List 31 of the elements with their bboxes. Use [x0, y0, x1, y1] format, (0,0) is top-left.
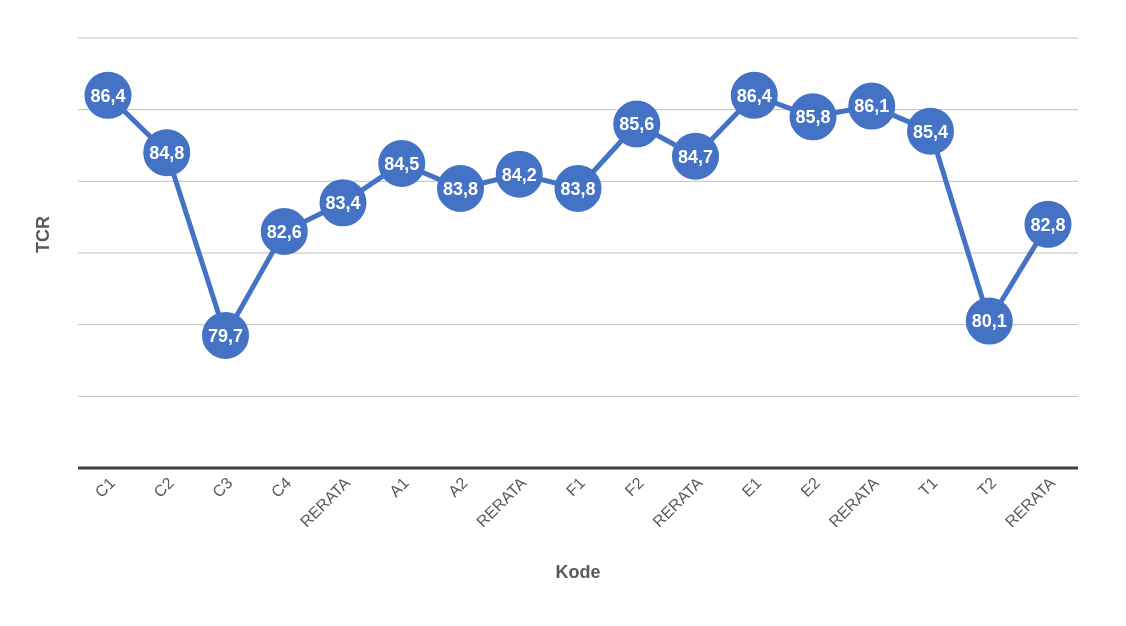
- data-label: 84,5: [384, 153, 420, 174]
- y-axis-title: TCR: [33, 216, 54, 253]
- x-tick-label: F2: [621, 474, 647, 500]
- data-label: 86,4: [736, 85, 772, 106]
- data-label: 83,8: [560, 178, 596, 199]
- x-tick-label: C4: [267, 474, 295, 501]
- data-label: 84,8: [149, 143, 185, 164]
- x-tick-label: F1: [562, 474, 589, 500]
- x-tick-label: T2: [974, 474, 1000, 500]
- data-label: 85,4: [912, 121, 949, 142]
- x-axis-title: Kode: [555, 562, 601, 582]
- data-label: 82,8: [1030, 214, 1066, 235]
- x-tick-label: E2: [797, 474, 824, 500]
- data-label: 85,6: [619, 114, 655, 135]
- x-tick-label: A1: [386, 474, 412, 500]
- data-label: 85,8: [795, 107, 831, 128]
- x-tick-label: C2: [150, 474, 177, 501]
- data-label: 86,4: [90, 85, 126, 106]
- data-label: 79,7: [207, 325, 244, 346]
- x-tick-label: C1: [91, 474, 119, 501]
- data-label: 84,7: [677, 146, 714, 167]
- data-label: 86,1: [854, 96, 890, 117]
- x-tick-label: T1: [915, 474, 941, 500]
- x-tick-label: E1: [738, 474, 765, 500]
- data-label: 80,1: [971, 311, 1007, 332]
- data-label: 83,4: [325, 193, 361, 214]
- data-label: 82,6: [266, 221, 302, 242]
- data-label: 84,2: [501, 164, 537, 185]
- data-label: 83,8: [442, 178, 479, 199]
- x-tick-label: C3: [209, 474, 236, 501]
- x-tick-label: A2: [444, 474, 471, 500]
